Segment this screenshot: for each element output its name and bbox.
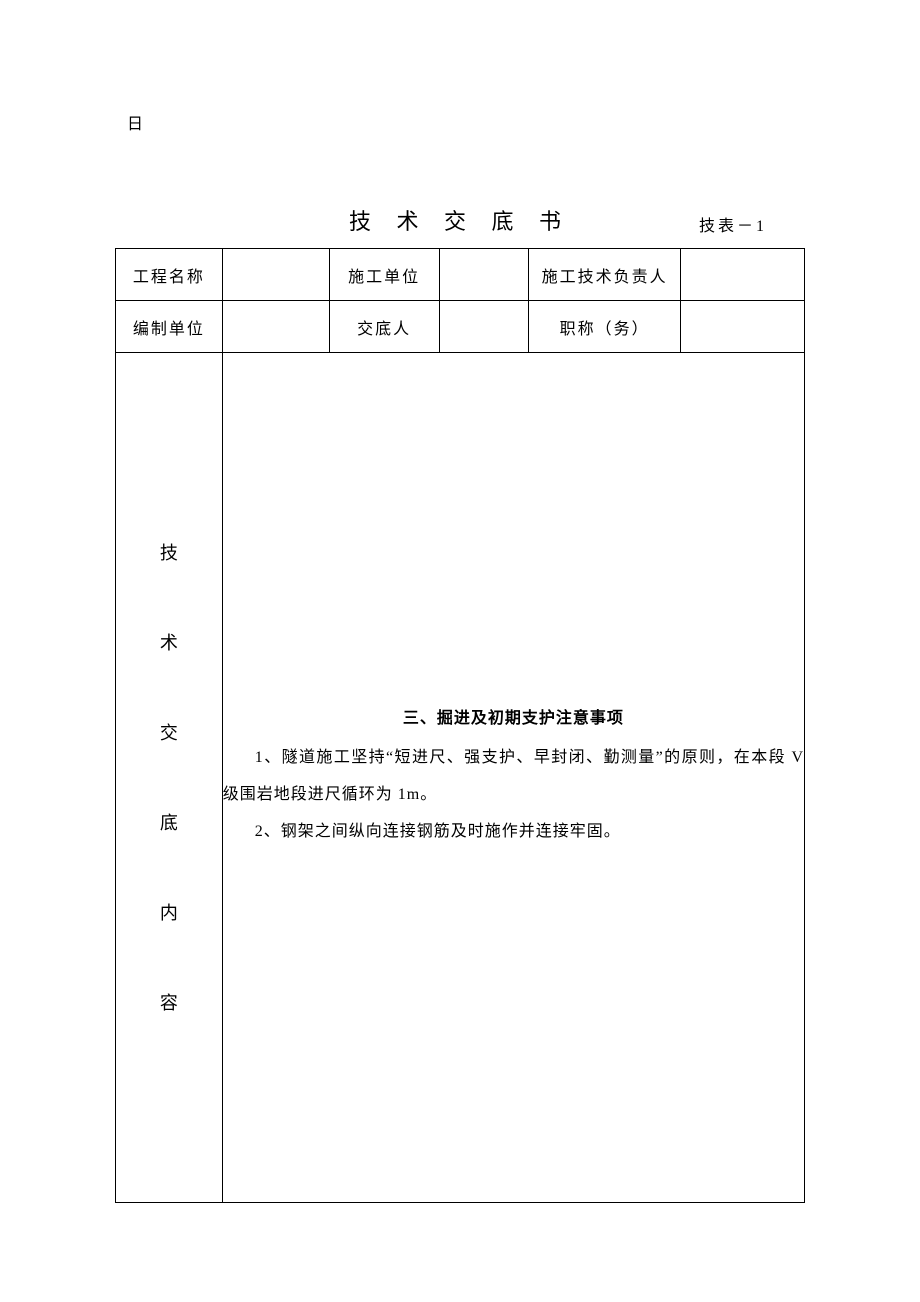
vertical-label-cell: 技 术 交 底 内 容	[116, 353, 223, 1203]
project-name-value	[222, 249, 329, 301]
document-title: 技 术 交 底 书	[349, 204, 571, 236]
vlabel-2: 交	[160, 724, 178, 742]
content-row: 技 术 交 底 内 容 三、掘进及初期支护注意事项 1、隧道施工坚持“短进尺、强…	[116, 353, 805, 1203]
job-title-label: 职称（务）	[529, 301, 681, 353]
vertical-label: 技 术 交 底 内 容	[116, 484, 222, 1072]
job-title-value	[680, 301, 804, 353]
vlabel-3: 底	[160, 814, 178, 832]
content-cell: 三、掘进及初期支护注意事项 1、隧道施工坚持“短进尺、强支护、早封闭、勤测量”的…	[222, 353, 804, 1203]
prepared-by-value	[222, 301, 329, 353]
prepared-by-label: 编制单位	[116, 301, 223, 353]
top-character: 日	[127, 110, 805, 134]
tech-lead-value	[680, 249, 804, 301]
document-subtitle: 技表－1	[699, 212, 767, 236]
vlabel-1: 术	[160, 634, 178, 652]
paragraph-1: 1、隧道施工坚持“短进尺、强支护、早封闭、勤测量”的原则，在本段 V 级围岩地段…	[223, 740, 804, 814]
section-heading: 三、掘进及初期支护注意事项	[223, 704, 804, 728]
presenter-label: 交底人	[329, 301, 439, 353]
header-row-1: 工程名称 施工单位 施工技术负责人	[116, 249, 805, 301]
vlabel-4: 内	[160, 904, 178, 922]
form-table: 工程名称 施工单位 施工技术负责人 编制单位 交底人 职称（务） 技 术 交 底…	[115, 248, 805, 1203]
construction-unit-value	[439, 249, 529, 301]
tech-lead-label: 施工技术负责人	[529, 249, 681, 301]
project-name-label: 工程名称	[116, 249, 223, 301]
presenter-value	[439, 301, 529, 353]
paragraph-2: 2、钢架之间纵向连接钢筋及时施作并连接牢固。	[223, 814, 804, 851]
header-row-2: 编制单位 交底人 职称（务）	[116, 301, 805, 353]
vlabel-0: 技	[160, 544, 178, 562]
construction-unit-label: 施工单位	[329, 249, 439, 301]
title-row: 技 术 交 底 书 技表－1	[115, 204, 805, 236]
vlabel-5: 容	[160, 994, 178, 1012]
